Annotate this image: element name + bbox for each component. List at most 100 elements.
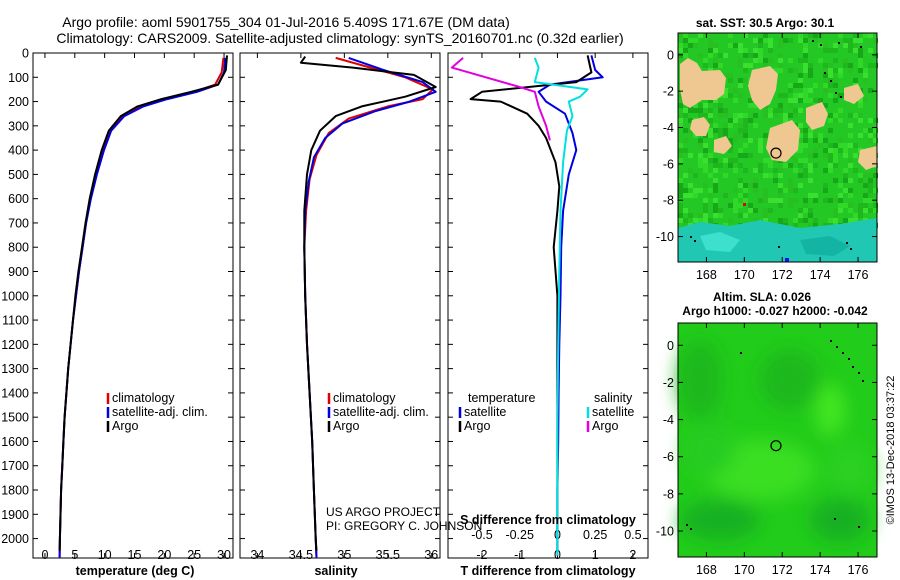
- sst-cell: [843, 218, 848, 223]
- sst-cell: [708, 43, 713, 48]
- sst-cell: [713, 48, 718, 53]
- sst-cell: [743, 123, 748, 128]
- sst-cell: [678, 118, 683, 123]
- sst-cell: [858, 173, 863, 178]
- sst-cell: [833, 198, 838, 203]
- sst-cell: [858, 208, 863, 213]
- sst-cell: [678, 158, 683, 163]
- sst-cell: [678, 193, 683, 198]
- sst-cell: [828, 68, 833, 73]
- sst-cell: [818, 133, 823, 138]
- sst-cell: [813, 223, 818, 228]
- sst-cell: [743, 183, 748, 188]
- sst-cell: [808, 178, 813, 183]
- sst-cell: [713, 158, 718, 163]
- sst-cell: [813, 148, 818, 153]
- sst-cell: [688, 183, 693, 188]
- sst-cell: [733, 113, 738, 118]
- sst-cell: [798, 148, 803, 153]
- sst-cell: [718, 113, 723, 118]
- sst-cell: [868, 188, 873, 193]
- legend-label: Argo: [464, 419, 490, 433]
- sst-cell: [843, 38, 848, 43]
- sst-map-axes: 168 170 172 174 176 0 -2 -4 -6 -8 -10: [656, 33, 877, 282]
- sst-cell: [828, 118, 833, 123]
- sst-cell: [753, 58, 758, 63]
- sst-cell: [758, 168, 763, 173]
- x-tick-label: 10: [98, 548, 112, 562]
- sst-cell: [778, 168, 783, 173]
- sst-cell: [828, 148, 833, 153]
- sst-cell: [813, 198, 818, 203]
- depth-axis: 0 100 200 300 400 500 600 700 800 900 1000 1100 1200…: [1, 47, 648, 546]
- sst-cell: [858, 213, 863, 218]
- sst-cell: [703, 148, 708, 153]
- sst-cell: [708, 193, 713, 198]
- sst-cell: [793, 158, 798, 163]
- sst-map-panel: sat. SST: 30.5 Argo: 30.1 168 170 172 174 17…: [656, 16, 878, 282]
- sst-cell: [723, 173, 728, 178]
- sst-cell: [778, 183, 783, 188]
- sst-cell: [773, 178, 778, 183]
- sst-cell: [713, 198, 718, 203]
- sst-cell: [718, 63, 723, 68]
- sst-cell: [743, 78, 748, 83]
- sst-cell: [693, 193, 698, 198]
- sst-cell: [808, 223, 813, 228]
- sla-float-position-marker: [770, 440, 782, 452]
- x-tick-label: 5: [71, 548, 78, 562]
- sst-cell: [698, 188, 703, 193]
- sst-cell: [873, 138, 878, 143]
- sst-cell: [763, 193, 768, 198]
- sst-cell: [848, 163, 853, 168]
- sst-cell: [788, 98, 793, 103]
- sst-cell: [838, 138, 843, 143]
- coast-dot: [690, 528, 692, 530]
- sst-cell: [768, 43, 773, 48]
- x-tick-label: 0: [41, 548, 48, 562]
- sst-cell: [813, 133, 818, 138]
- sst-cell: [823, 148, 828, 153]
- x-tick-label: -1: [514, 548, 525, 562]
- legend-label: Argo: [592, 419, 618, 433]
- sst-cell: [708, 173, 713, 178]
- sst-cell: [713, 168, 718, 173]
- series-line-climatology: [303, 56, 434, 558]
- sst-cell: [823, 48, 828, 53]
- legend-label: climatology: [112, 391, 175, 405]
- sst-cell: [763, 213, 768, 218]
- sst-cell: [773, 68, 778, 73]
- x-tick-label: 36: [424, 548, 438, 562]
- map-x-tick-label: 172: [772, 268, 793, 282]
- sst-cell: [823, 188, 828, 193]
- sst-cell: [848, 143, 853, 148]
- sst-cell: [703, 158, 708, 163]
- sst-cell: [803, 158, 808, 163]
- sst-cell: [753, 48, 758, 53]
- depth-tick-label: 900: [8, 265, 29, 279]
- sst-cell: [748, 183, 753, 188]
- sst-cell: [748, 63, 753, 68]
- sst-cell: [693, 43, 698, 48]
- sst-cell: [748, 118, 753, 123]
- sst-cell: [738, 193, 743, 198]
- sst-cell: [868, 48, 873, 53]
- coast-dot: [820, 44, 822, 46]
- sst-cell: [788, 103, 793, 108]
- difference-ticks: -2 -1 0 1 2-0.5 -0.25 0 0.25 0.5: [471, 53, 642, 562]
- legend-title-salinity: salinity: [594, 391, 633, 405]
- sst-cell: [693, 133, 698, 138]
- sst-cell: [848, 203, 853, 208]
- sst-cell: [698, 143, 703, 148]
- sst-cell: [788, 163, 793, 168]
- coast-dot: [852, 366, 854, 368]
- sst-cell: [698, 103, 703, 108]
- series-line-climatology: [58, 57, 225, 558]
- legend-label: satellite: [464, 405, 506, 419]
- sst-cell: [833, 78, 838, 83]
- series-line-temperature-argo: [469, 55, 593, 551]
- sst-cell: [683, 188, 688, 193]
- sst-cell: [803, 138, 808, 143]
- sst-cell: [703, 113, 708, 118]
- sst-cell: [703, 58, 708, 63]
